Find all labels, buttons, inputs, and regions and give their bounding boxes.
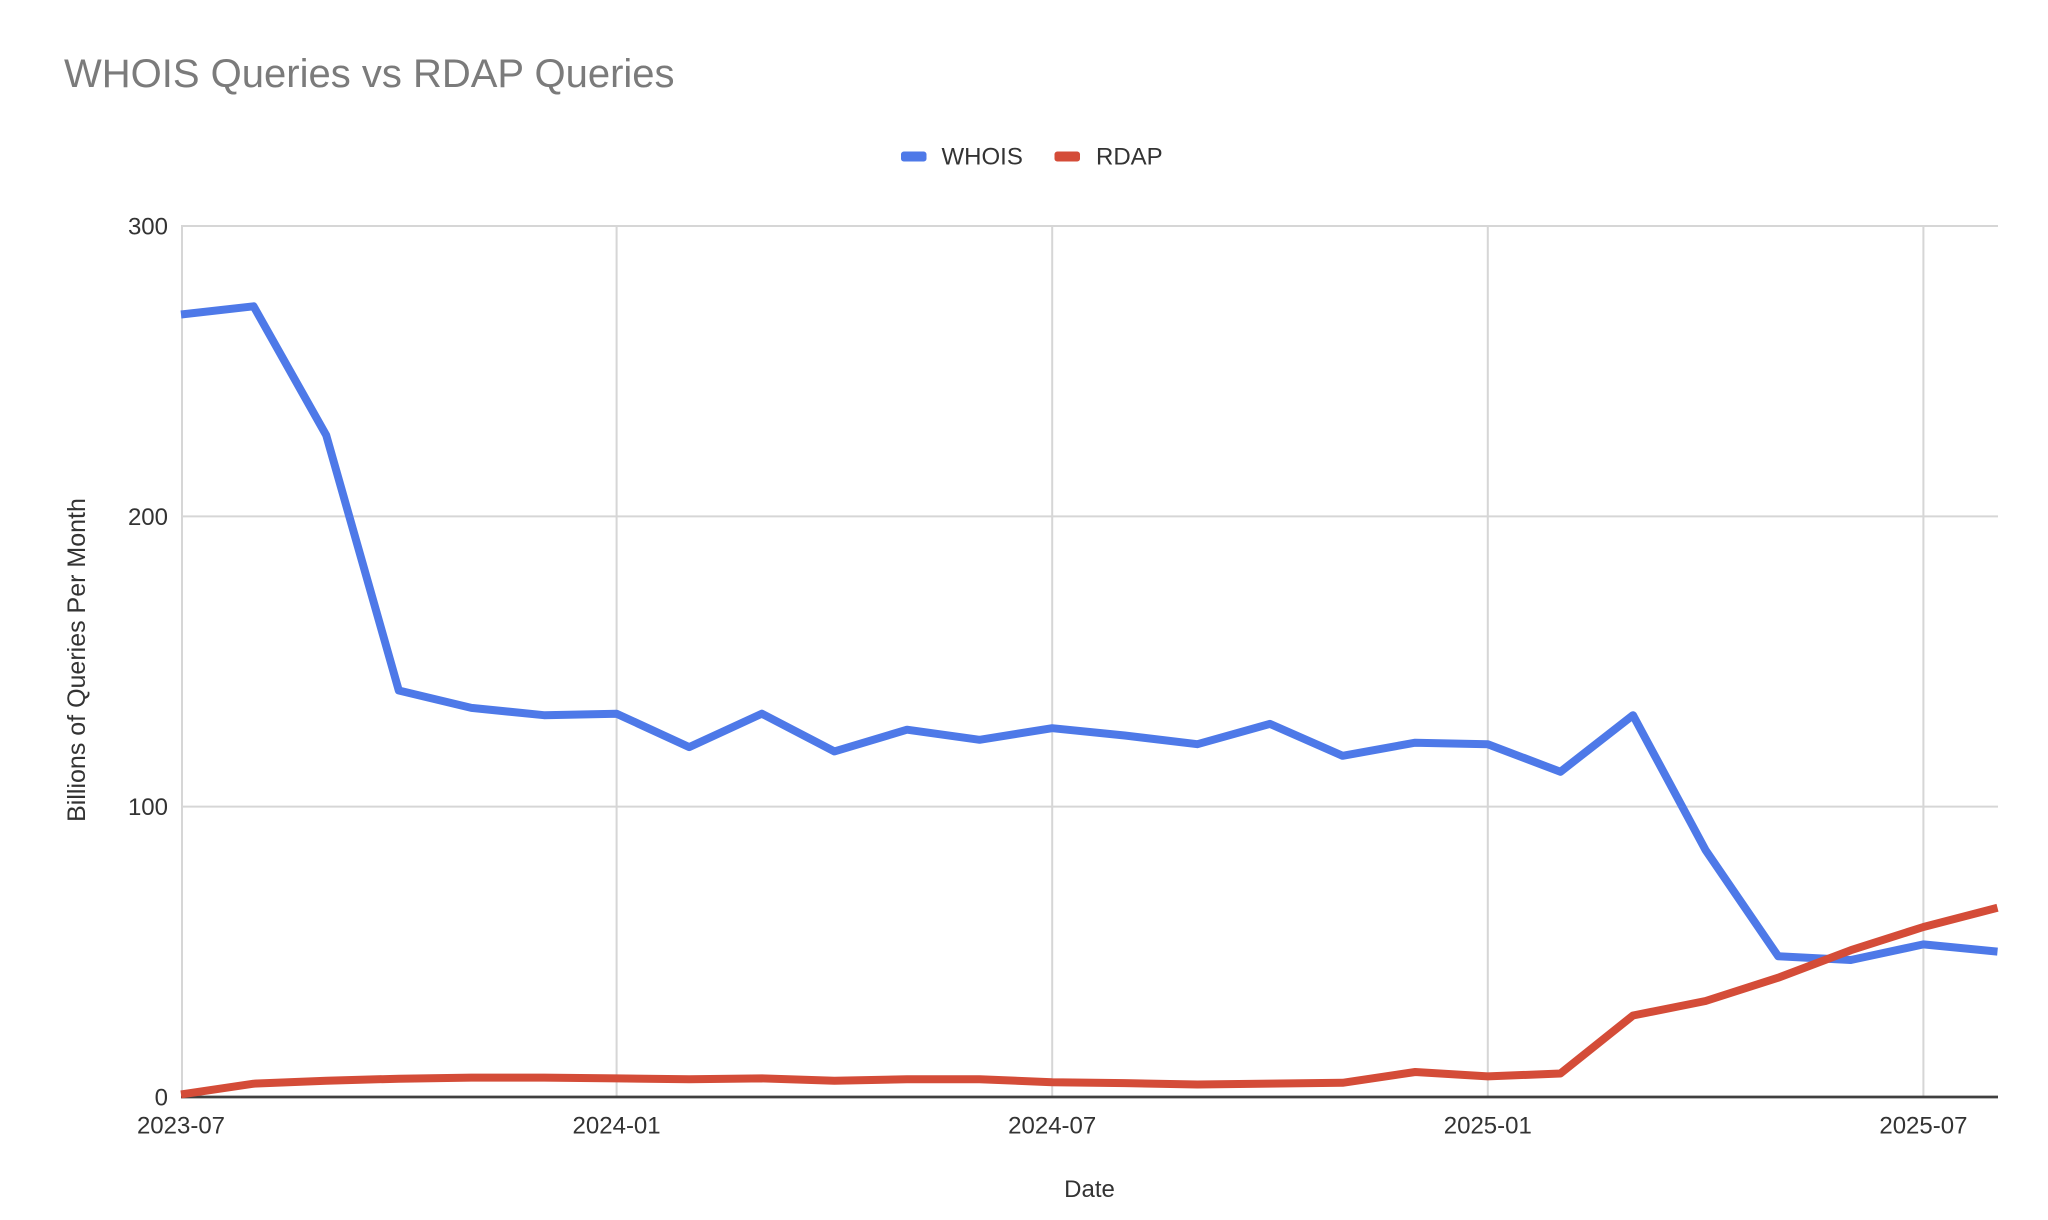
svg-text:WHOIS Queries vs RDAP Queries: WHOIS Queries vs RDAP Queries [64,52,675,96]
svg-text:100: 100 [128,794,168,821]
svg-text:2025-01: 2025-01 [1444,1113,1532,1140]
svg-text:200: 200 [128,504,168,531]
svg-text:300: 300 [128,214,168,241]
svg-text:WHOIS: WHOIS [942,144,1023,171]
svg-text:RDAP: RDAP [1096,144,1163,171]
svg-text:Billions of Queries Per Month: Billions of Queries Per Month [63,498,91,822]
svg-text:Date: Date [1064,1176,1115,1203]
svg-text:0: 0 [155,1085,168,1112]
svg-text:2024-07: 2024-07 [1008,1113,1096,1140]
svg-text:2024-01: 2024-01 [573,1113,661,1140]
svg-text:2023-07: 2023-07 [137,1113,225,1140]
svg-text:2025-07: 2025-07 [1879,1113,1967,1140]
